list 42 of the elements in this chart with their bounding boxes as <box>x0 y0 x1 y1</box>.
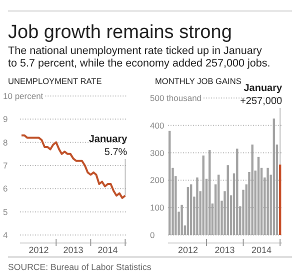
bar <box>186 187 190 235</box>
bar <box>226 165 229 235</box>
y-axis-title: UNEMPLOYMENT RATE <box>8 76 102 86</box>
x-tick-label: 2013 <box>63 245 84 255</box>
y-tick-label: 8 <box>3 137 8 148</box>
bar <box>278 164 282 235</box>
y-tick-label: 7 <box>3 160 8 170</box>
y-tick-label: 9 <box>3 114 8 124</box>
y-tick-label: 10 percent <box>3 91 44 101</box>
bar <box>257 156 260 235</box>
y-tick-label: 100 <box>150 202 164 213</box>
y-tick-label: 200 <box>150 175 164 186</box>
bar <box>196 177 198 235</box>
y-axis-title: MONTHLY JOB GAINS <box>155 76 242 86</box>
y-tick-label: 5 <box>3 206 8 217</box>
y-tick-label: 300 <box>150 148 164 158</box>
x-tick-label: 2012 <box>178 245 198 255</box>
bar <box>190 184 192 235</box>
bar <box>208 150 211 235</box>
chart-title: Job growth remains strong <box>8 22 232 43</box>
bar <box>168 130 171 235</box>
bar <box>266 168 269 235</box>
x-tick-label: 2014 <box>98 245 118 255</box>
y-tick-label: 500 thousand <box>150 93 202 103</box>
y-tick-label: 6 <box>3 184 8 194</box>
y-tick-label: 4 <box>3 230 8 240</box>
bar <box>180 204 183 235</box>
bar <box>251 144 254 235</box>
annotation: January +257,000 <box>240 83 283 107</box>
x-tick-label: 2014 <box>252 245 272 255</box>
annotation: January 5.7% <box>88 134 128 158</box>
bar <box>236 148 238 235</box>
source-note: SOURCE: Bureau of Labor Statistics <box>8 262 152 272</box>
bar <box>272 118 276 235</box>
y-tick-label: 0 <box>150 230 155 240</box>
x-tick-label: 2012 <box>28 245 49 255</box>
chart-subtitle: The national unemployment rate ticked up in January to 5.7 percent, while the economy added 257,000 jobs. <box>8 45 270 70</box>
x-tick-label: 2013 <box>214 245 235 255</box>
y-tick-label: 400 <box>150 120 164 130</box>
bar <box>217 174 220 235</box>
bar <box>202 156 204 235</box>
line-series <box>20 134 126 199</box>
